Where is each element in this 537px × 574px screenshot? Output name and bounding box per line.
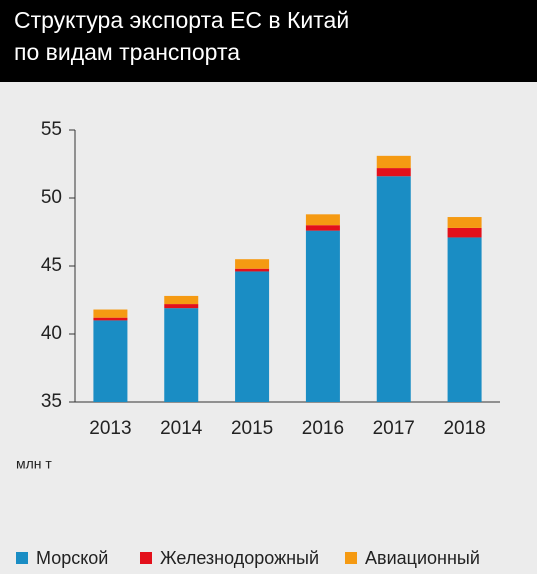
legend-swatch xyxy=(345,552,357,564)
bar-segment xyxy=(447,217,482,228)
legend-label: Морской xyxy=(36,548,108,568)
bar-segment xyxy=(235,268,270,272)
bar-segment xyxy=(305,225,340,231)
x-tick-label: 2016 xyxy=(302,418,344,439)
y-tick-label: 35 xyxy=(41,391,62,412)
bar-segment xyxy=(93,320,128,402)
x-tick-label: 2014 xyxy=(160,418,203,439)
x-tick-label: 2013 xyxy=(89,418,131,439)
x-tick-label: 2018 xyxy=(443,418,485,439)
chart-title: Структура экспорта ЕС в Китай по видам тр… xyxy=(14,7,349,65)
x-tick-label: 2017 xyxy=(373,418,415,439)
legend-label: Авиационный xyxy=(365,548,480,568)
bar-segment xyxy=(235,271,270,402)
bar-segment xyxy=(164,308,199,402)
y-tick-label: 50 xyxy=(41,187,62,208)
y-tick-label: 55 xyxy=(41,119,62,140)
bar-segment xyxy=(235,259,270,269)
bar-segment xyxy=(376,168,411,177)
y-tick-label: 40 xyxy=(41,323,62,344)
bar-segment xyxy=(376,155,411,169)
legend-swatch xyxy=(140,552,152,564)
header xyxy=(0,0,537,82)
legend-label: Железнодорожный xyxy=(160,548,319,568)
legend-swatch xyxy=(16,552,28,564)
y-tick-label: 45 xyxy=(41,255,62,276)
y-axis-label: млн т xyxy=(16,456,52,472)
bar-segment xyxy=(93,309,128,318)
bar-segment xyxy=(164,304,199,309)
x-tick-label: 2015 xyxy=(231,418,273,439)
bar-segment xyxy=(447,227,482,238)
bar-segment xyxy=(376,176,411,402)
bar-segment xyxy=(164,295,199,305)
bar-segment xyxy=(447,237,482,402)
bar-segment xyxy=(305,230,340,402)
bar-segment xyxy=(93,317,128,321)
bar-segment xyxy=(305,214,340,226)
